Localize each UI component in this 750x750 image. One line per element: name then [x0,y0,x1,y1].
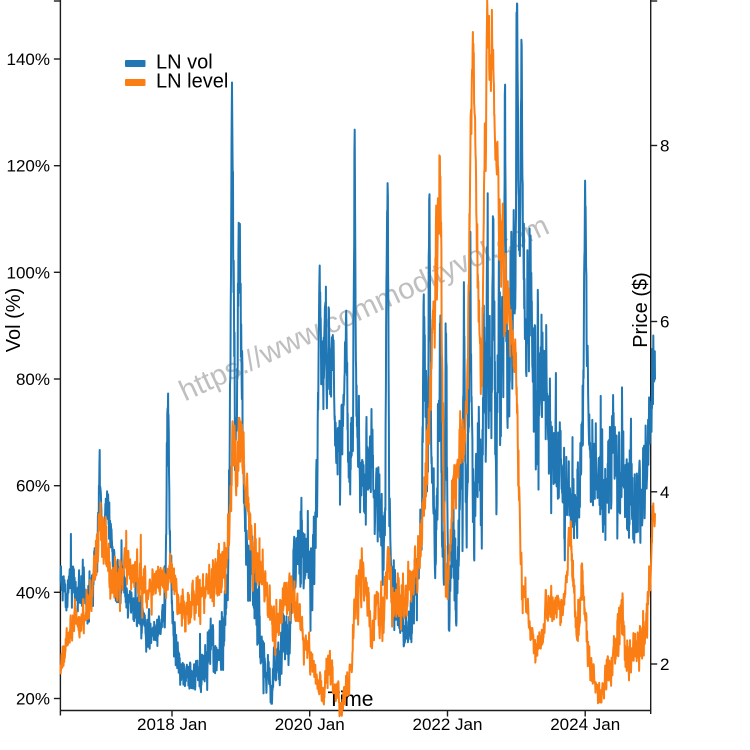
svg-text:2: 2 [660,655,669,674]
svg-text:6: 6 [660,313,669,332]
svg-text:60%: 60% [16,477,50,496]
svg-text:100%: 100% [7,263,50,282]
svg-text:2018 Jan: 2018 Jan [137,715,207,734]
svg-text:2022 Jan: 2022 Jan [413,715,483,734]
svg-text:120%: 120% [7,157,50,176]
svg-text:40%: 40% [16,583,50,602]
svg-text:140%: 140% [7,50,50,69]
svg-text:20%: 20% [16,690,50,709]
svg-text:LN level: LN level [156,71,228,93]
svg-text:LN vol: LN vol [156,52,213,74]
svg-text:4: 4 [660,483,669,502]
svg-text:8: 8 [660,137,669,156]
svg-text:Price ($): Price ($) [630,272,652,348]
svg-text:2020 Jan: 2020 Jan [275,715,345,734]
svg-text:2024 Jan: 2024 Jan [550,715,620,734]
svg-text:Vol (%): Vol (%) [3,288,25,352]
svg-text:80%: 80% [16,370,50,389]
